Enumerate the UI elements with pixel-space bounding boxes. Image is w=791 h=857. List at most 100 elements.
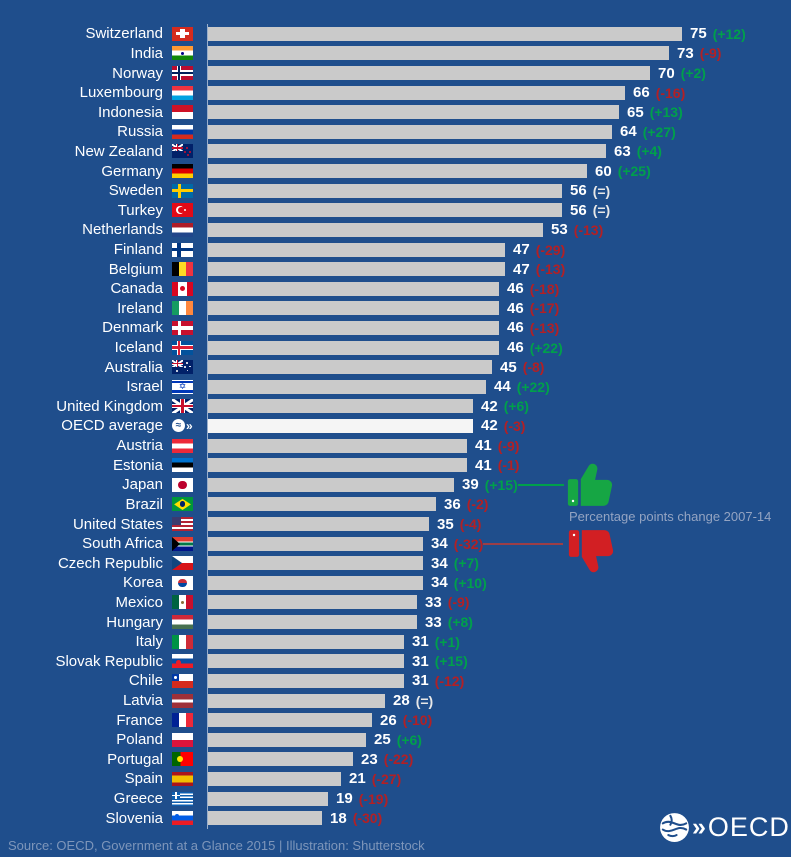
country-flag-icon [172, 301, 193, 316]
country-label: Poland [116, 731, 163, 749]
change-label: (-22) [383, 751, 414, 768]
country-label: Slovak Republic [55, 652, 163, 670]
change-label: (-29) [535, 241, 566, 258]
value-bar [208, 673, 404, 688]
change-label: (-13) [529, 319, 560, 336]
value-bar [208, 654, 404, 669]
country-label: Germany [101, 162, 163, 180]
value-bar [208, 536, 423, 551]
country-label: Czech Republic [57, 554, 163, 572]
country-flag-icon [172, 732, 193, 747]
country-label: Israel [126, 378, 163, 396]
country-flag-icon [172, 281, 193, 296]
value-label: 39 [462, 476, 479, 494]
change-label: (-12) [434, 672, 465, 689]
chart-row: Slovak Republic 31 (+15) [0, 652, 791, 672]
change-label: (+13) [649, 104, 683, 121]
value-label: 75 [690, 25, 707, 43]
value-label: 46 [507, 280, 524, 298]
value-bar [208, 418, 473, 433]
value-label: 46 [507, 299, 524, 317]
change-label: (-1) [497, 457, 520, 474]
chart-row: Denmark 46 (-13) [0, 318, 791, 338]
country-label: Norway [112, 64, 163, 82]
change-label: (-9) [699, 45, 722, 62]
country-flag-icon: ✡ [172, 379, 193, 394]
chart-row: Switzerland 75 (+12) [0, 24, 791, 44]
change-label: (+25) [617, 163, 651, 180]
country-flag-icon [172, 752, 193, 767]
chart-row: Finland 47 (-29) [0, 240, 791, 260]
value-label: 41 [475, 456, 492, 474]
country-flag-icon [172, 693, 193, 708]
country-label: Greece [113, 790, 163, 808]
country-flag-icon [172, 673, 193, 688]
oecd-logo-text: OECD [707, 812, 790, 842]
change-label: (-19) [358, 790, 389, 807]
change-label: (-27) [371, 770, 402, 787]
country-label: Japan [122, 476, 163, 494]
country-flag-icon [172, 497, 193, 512]
value-bar [208, 340, 499, 355]
value-bar [208, 438, 467, 453]
value-bar [208, 26, 682, 41]
legend-note: Percentage points change 2007-14 [569, 509, 772, 524]
chart-row: Ireland 46 (-17) [0, 299, 791, 319]
country-label: Switzerland [85, 25, 163, 43]
value-bar [208, 66, 650, 81]
value-bar [208, 46, 669, 61]
chart-row: Russia 64 (+27) [0, 122, 791, 142]
change-label: (-10) [402, 712, 433, 729]
value-label: 18 [330, 809, 347, 827]
country-flag-icon [172, 517, 193, 532]
country-flag-icon [172, 791, 193, 806]
value-bar [208, 575, 423, 590]
change-label: (+22) [529, 339, 563, 356]
value-label: 23 [361, 750, 378, 768]
value-label: 66 [633, 84, 650, 102]
value-bar [208, 477, 454, 492]
country-flag-icon [172, 615, 193, 630]
chart-row: Korea 34 (+10) [0, 573, 791, 593]
value-label: 42 [481, 397, 498, 415]
country-label: Ireland [117, 299, 163, 317]
country-flag-icon [172, 164, 193, 179]
chart-row: Greece 19 (-19) [0, 789, 791, 809]
country-flag-icon [172, 66, 193, 81]
chart-row: Luxembourg 66 (-16) [0, 83, 791, 103]
country-flag-icon [172, 536, 193, 551]
value-label: 73 [677, 44, 694, 62]
country-label: Denmark [102, 319, 163, 337]
chevrons-icon: » [692, 813, 706, 841]
change-label: (-2) [466, 496, 489, 513]
globe-icon [660, 813, 689, 842]
country-label: Slovenia [105, 809, 163, 827]
chart-row: Chile 31 (-12) [0, 671, 791, 691]
value-bar [208, 693, 385, 708]
chart-row: Indonesia 65 (+13) [0, 102, 791, 122]
value-label: 46 [507, 319, 524, 337]
country-label: Latvia [122, 692, 163, 710]
chart-row: Canada 46 (-18) [0, 279, 791, 299]
value-label: 65 [627, 103, 644, 121]
value-bar [208, 105, 619, 120]
value-label: 44 [494, 378, 511, 396]
country-flag-icon [172, 124, 193, 139]
value-bar [208, 458, 467, 473]
value-label: 33 [425, 593, 442, 611]
country-label: Indonesia [97, 103, 163, 121]
value-bar [208, 595, 417, 610]
value-label: 31 [412, 633, 429, 651]
country-label: India [130, 44, 163, 62]
change-label: (-32) [453, 535, 484, 552]
chart-row: Norway 70 (+2) [0, 63, 791, 83]
oecd-globe-icon: ≈» [172, 419, 193, 433]
country-flag-icon [172, 399, 193, 414]
country-flag-icon [172, 575, 193, 590]
value-bar [208, 124, 612, 139]
value-label: 60 [595, 162, 612, 180]
country-flag-icon [172, 360, 193, 375]
chart-row: Slovenia 18 (-30) [0, 808, 791, 828]
change-label: (-4) [459, 516, 482, 533]
